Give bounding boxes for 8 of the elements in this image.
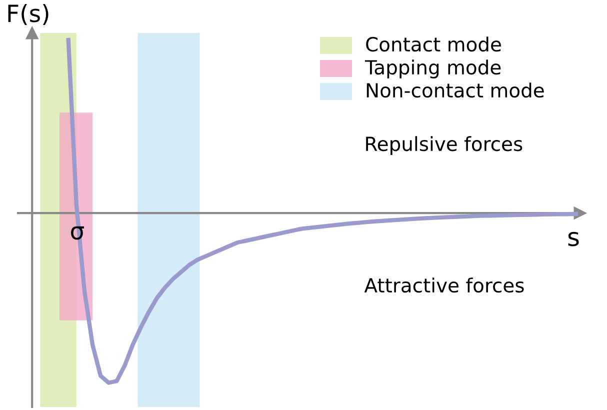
x-axis-title: s: [568, 232, 579, 246]
y-axis-title: F(s): [8, 4, 48, 26]
annotation: Attractive forces: [364, 278, 524, 293]
annotation: Non-contact mode: [366, 82, 544, 98]
annotation: Repulsive forces: [366, 136, 522, 155]
annotation: Contact mode: [366, 36, 501, 52]
annotation: σ: [71, 226, 84, 240]
annotation: Tapping mode: [364, 60, 501, 78]
